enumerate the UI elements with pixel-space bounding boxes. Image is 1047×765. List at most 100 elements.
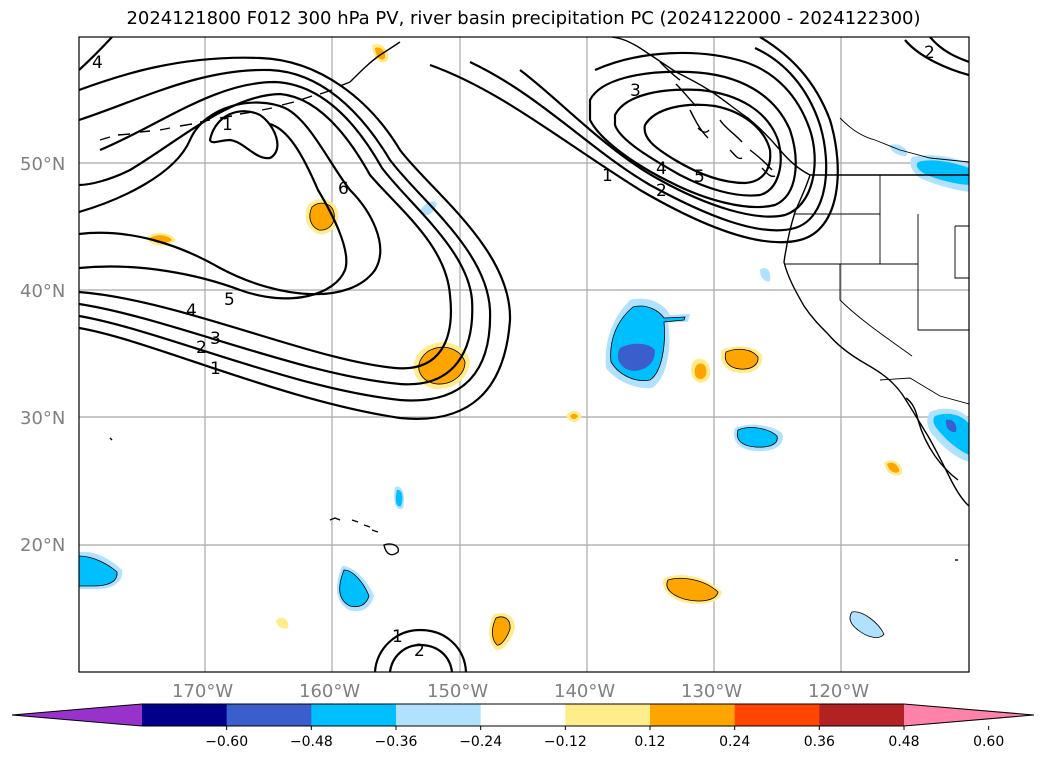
border-line — [879, 377, 969, 405]
pv-contour — [79, 37, 113, 71]
pv-label: 6 — [338, 179, 349, 199]
precip-pos-patch — [694, 363, 707, 380]
colorbar-bin — [396, 704, 482, 726]
colorbar-extend-min — [12, 704, 142, 726]
pv-contour — [904, 39, 969, 77]
pv-contour — [429, 37, 839, 244]
longitude-labels: 170°W 160°W 150°W 140°W 130°W 120°W — [172, 681, 869, 702]
pv-contour — [79, 56, 512, 420]
lon-label: 140°W — [554, 681, 615, 702]
lon-label: 170°W — [172, 681, 233, 702]
colorbar-bin — [819, 704, 905, 726]
lon-label: 150°W — [427, 681, 488, 702]
coastline — [611, 37, 811, 176]
pv-contour — [929, 37, 969, 64]
precip-neg-patch — [339, 570, 369, 607]
precip-neg-patch — [945, 419, 957, 433]
colorbar-bin — [142, 704, 228, 726]
colorbar-bin — [650, 704, 736, 726]
coastline — [109, 437, 113, 441]
map-plot-area: 4 1 6 5 4 3 2 1 3 1 2 4 5 1 2 2 — [79, 37, 969, 672]
pv-label: 2 — [924, 43, 935, 63]
precip-neg-patch — [737, 427, 778, 448]
lat-label: 30°N — [20, 408, 65, 429]
lat-label: 50°N — [20, 154, 65, 175]
colorbar-bin — [311, 704, 397, 726]
pv-contour — [79, 101, 382, 296]
colorbar-bin — [565, 704, 651, 726]
colorbar-tick-label: −0.12 — [544, 734, 587, 750]
pv-label: 5 — [224, 290, 235, 310]
colorbar-extend-max — [904, 704, 1034, 726]
precip-pos-patch — [570, 413, 578, 419]
pv-label: 1 — [392, 627, 403, 647]
map-title: 2024121800 F012 300 hPa PV, river basin … — [126, 8, 921, 29]
coastline — [349, 41, 401, 83]
pv-label: 1 — [602, 166, 613, 186]
colorbar-tick-label: 0.12 — [634, 734, 665, 750]
precip-neg-patch — [916, 160, 969, 185]
colorbar-tick-label: −0.36 — [375, 734, 418, 750]
graticule — [79, 37, 969, 672]
precip-pos-patch — [666, 578, 718, 601]
precip-pos-patch — [418, 347, 465, 385]
precip-pos-patch — [276, 617, 289, 629]
pv-contour — [208, 110, 279, 160]
pv-contour — [388, 643, 454, 672]
pv-label: 3 — [630, 81, 641, 101]
pv-contour — [79, 80, 474, 386]
lon-label: 160°W — [299, 681, 360, 702]
precip-neg-patch — [933, 413, 969, 455]
pv-contour — [373, 628, 468, 672]
precip-neg-patch — [79, 556, 118, 586]
pv-label: 4 — [186, 301, 197, 321]
pv-contour — [519, 51, 816, 218]
pv-label: 4 — [92, 53, 103, 73]
political-borders — [784, 117, 969, 405]
pv-label: 5 — [694, 167, 705, 187]
lon-label: 130°W — [681, 681, 742, 702]
pv-labels: 4 1 6 5 4 3 2 1 3 1 2 4 5 1 2 2 — [92, 43, 935, 661]
colorbar-bin — [734, 704, 820, 726]
pv-label: 2 — [196, 338, 207, 358]
colorbar-tick-label: 0.36 — [804, 734, 835, 750]
colorbar-outline — [11, 703, 1035, 727]
colorbar-tick-label: 0.48 — [888, 734, 919, 750]
lat-label: 20°N — [20, 535, 65, 556]
lat-label: 40°N — [20, 281, 65, 302]
coastline — [783, 174, 969, 507]
border-line — [839, 117, 969, 163]
precip-neg-patch — [617, 343, 655, 371]
pv-label: 2 — [656, 181, 667, 201]
plot-frame — [78, 36, 970, 673]
precip-neg-patch — [395, 489, 403, 507]
precip-pos-patch — [887, 462, 900, 473]
coastline — [905, 397, 959, 481]
colorbar-tick-label: −0.48 — [290, 734, 333, 750]
border-line — [917, 214, 969, 331]
colorbar-tick-label: −0.24 — [459, 734, 502, 750]
pv-label: 2 — [414, 641, 425, 661]
colorbar: −0.60 −0.48 −0.36 −0.24 −0.12 0.12 0.24 0.36 0.4… — [11, 703, 1035, 750]
colorbar-bin — [226, 704, 312, 726]
pv-contour — [79, 92, 452, 370]
coastline — [329, 517, 399, 556]
coastline — [99, 81, 351, 141]
precip-pos-patch — [725, 349, 759, 370]
pv-contour — [79, 68, 492, 402]
pv-contours — [79, 37, 969, 672]
coastline — [659, 61, 773, 171]
precip-neg-patch — [890, 144, 907, 156]
precip-neg-patch — [760, 268, 771, 282]
pv-contour — [79, 122, 348, 300]
precip-neg-patch — [420, 201, 437, 216]
pv-label: 1 — [222, 115, 233, 135]
border-line — [879, 175, 969, 279]
precip-patch-outlines — [79, 202, 885, 646]
colorbar-bin — [480, 704, 566, 726]
precip-neg-patch — [850, 611, 884, 638]
pv-label: 3 — [210, 329, 221, 349]
colorbar-tick-label: −0.60 — [205, 734, 248, 750]
colorbar-tick-label: 0.24 — [719, 734, 750, 750]
